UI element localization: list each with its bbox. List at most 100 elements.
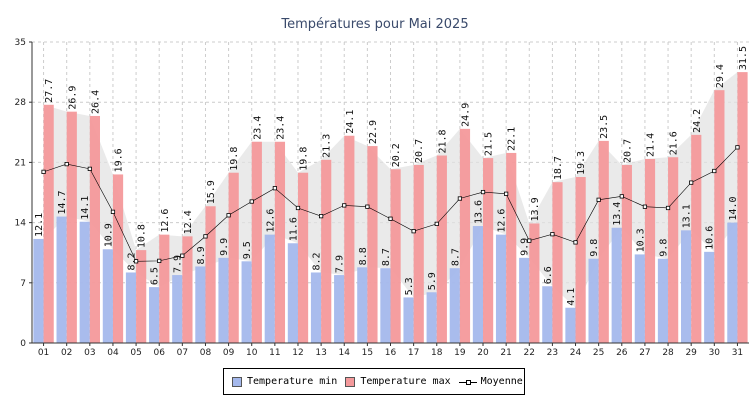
bar-min <box>33 238 44 343</box>
bar-min <box>611 227 622 343</box>
bar-max <box>297 172 309 343</box>
x-tick-label: 07 <box>177 348 188 358</box>
data-label-max: 21.8 <box>437 129 448 153</box>
bar-max <box>621 164 632 343</box>
bar-min <box>79 221 90 343</box>
average-point <box>319 214 324 219</box>
x-tick-label: 27 <box>639 348 650 358</box>
x-tick-label: 11 <box>269 348 280 358</box>
bar-min <box>657 258 669 343</box>
bar-min <box>542 286 553 343</box>
x-tick-label: 16 <box>385 348 397 358</box>
bar-max <box>112 174 124 343</box>
legend-swatch-min <box>232 376 242 387</box>
bar-max <box>205 206 216 343</box>
x-tick-label: 04 <box>107 348 119 358</box>
data-label-max: 23.4 <box>252 116 263 140</box>
bar-min <box>472 226 484 343</box>
data-label-max: 24.2 <box>692 109 703 133</box>
bar-max <box>390 169 401 343</box>
x-tick-label: 31 <box>732 348 743 358</box>
bar-min <box>449 268 460 343</box>
data-label-max: 22.1 <box>507 127 518 151</box>
data-label-max: 27.7 <box>44 79 55 103</box>
average-point <box>527 238 532 243</box>
bar-min <box>403 297 414 343</box>
data-label-max: 12.4 <box>183 210 194 234</box>
bar-max <box>89 115 100 344</box>
bar-min <box>264 234 275 343</box>
chart-title: Températures pour Mai 2025 <box>280 17 468 32</box>
average-point <box>434 221 439 226</box>
x-tick-label: 23 <box>547 348 558 358</box>
bar-min <box>565 307 576 343</box>
data-label-min: 14.0 <box>728 197 739 221</box>
average-point <box>642 204 648 209</box>
data-label-min: 4.1 <box>566 288 577 306</box>
average-point <box>87 166 92 171</box>
average-point <box>203 234 208 239</box>
data-label-max: 23.5 <box>599 115 610 139</box>
bar-max <box>691 134 702 343</box>
average-line <box>41 145 740 264</box>
average-point <box>342 203 347 208</box>
legend-item-min: Temperature min <box>232 376 337 387</box>
data-label-max: 21.5 <box>484 132 495 156</box>
average-point <box>157 258 162 263</box>
bars <box>33 72 748 344</box>
average-point <box>504 191 509 196</box>
x-tick-label: 19 <box>454 348 466 358</box>
bar-min <box>380 268 391 343</box>
data-label-min: 13.1 <box>682 204 693 228</box>
bar-min <box>357 267 368 343</box>
data-label-max: 29.4 <box>715 64 726 88</box>
bar-min <box>125 272 137 343</box>
x-tick-label: 08 <box>200 348 212 358</box>
data-label-min: 14.7 <box>57 190 68 214</box>
x-tick-label: 13 <box>315 348 326 358</box>
average-point <box>619 194 624 199</box>
bar-min <box>218 257 229 343</box>
bar-min <box>287 243 298 343</box>
data-label-min: 12.1 <box>34 213 45 237</box>
data-label-max: 12.6 <box>160 209 171 233</box>
x-tick-label: 29 <box>685 348 697 358</box>
data-label-min: 5.3 <box>404 277 415 295</box>
x-tick-label: 14 <box>339 348 351 358</box>
data-label-max: 23.4 <box>275 116 286 140</box>
y-tick-label: 0 <box>20 339 26 349</box>
bar-max <box>251 141 262 343</box>
bar-max <box>575 177 586 343</box>
average-point <box>411 229 416 234</box>
bar-min <box>195 266 206 343</box>
data-label-max: 19.8 <box>229 147 240 171</box>
bar-min <box>172 275 183 343</box>
data-label-max: 19.6 <box>114 148 125 172</box>
legend-label-max: Temperature max <box>360 376 451 387</box>
data-label-min: 8.9 <box>196 246 207 264</box>
y-tick-label: 7 <box>20 279 26 289</box>
bar-max <box>413 164 424 343</box>
bar-min <box>149 287 160 343</box>
data-label-min: 6.5 <box>150 267 161 285</box>
data-label-min: 12.6 <box>497 209 508 233</box>
data-label-max: 24.1 <box>345 110 356 134</box>
bar-max <box>367 146 378 343</box>
x-tick-label: 21 <box>500 348 511 358</box>
data-label-min: 10.3 <box>635 228 646 252</box>
data-label-min: 9.8 <box>589 239 600 257</box>
data-label-min: 11.6 <box>288 217 299 241</box>
data-label-max: 24.9 <box>460 103 471 127</box>
x-tick-label: 05 <box>130 348 141 358</box>
data-label-min: 9.9 <box>219 238 230 256</box>
average-point <box>41 169 46 174</box>
x-tick-label: 09 <box>223 348 235 358</box>
bar-min <box>495 234 507 343</box>
x-tick-label: 10 <box>246 348 258 358</box>
x-tick-label: 01 <box>38 348 49 358</box>
bar-min <box>56 216 67 343</box>
data-label-min: 9.9 <box>520 238 531 256</box>
bar-max <box>228 172 239 343</box>
average-point <box>180 253 185 258</box>
